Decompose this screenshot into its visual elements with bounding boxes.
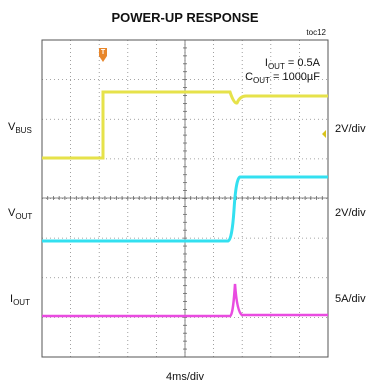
annotation-text: I	[265, 57, 268, 69]
figure-id: toc12	[306, 28, 326, 37]
annotation-sub: OUT	[268, 62, 285, 71]
vout-trace	[42, 175, 328, 243]
trigger-label: T	[101, 49, 106, 56]
annotation-sub: OUT	[253, 76, 270, 85]
vbus-trace	[42, 90, 328, 160]
annotation-text: = 0.5A	[285, 57, 321, 69]
iout-trace	[42, 283, 328, 318]
trigger-marker	[99, 48, 107, 62]
annotation: IOUT = 0.5A	[265, 57, 321, 71]
time-scale: 4ms/div	[166, 371, 204, 383]
channel-text: V	[8, 121, 16, 133]
channel-text: I	[10, 293, 13, 305]
channel-text: V	[8, 207, 16, 219]
channel-label: VBUS	[8, 121, 32, 135]
level-marker	[322, 130, 326, 138]
annotation: COUT = 1000µF	[245, 71, 320, 85]
channel-sub: OUT	[15, 212, 32, 221]
channel-sub: BUS	[15, 126, 31, 135]
figure-title: POWER-UP RESPONSE	[111, 10, 258, 25]
annotation-text: C	[245, 71, 253, 83]
annotation-text: = 1000µF	[270, 71, 320, 83]
channel-scale: 2V/div	[335, 207, 366, 219]
channel-scale: 5A/div	[335, 293, 366, 305]
channel-label: VOUT	[8, 207, 32, 221]
channel-label: IOUT	[10, 293, 30, 307]
channel-scale: 2V/div	[335, 123, 366, 135]
channel-sub: OUT	[13, 298, 30, 307]
